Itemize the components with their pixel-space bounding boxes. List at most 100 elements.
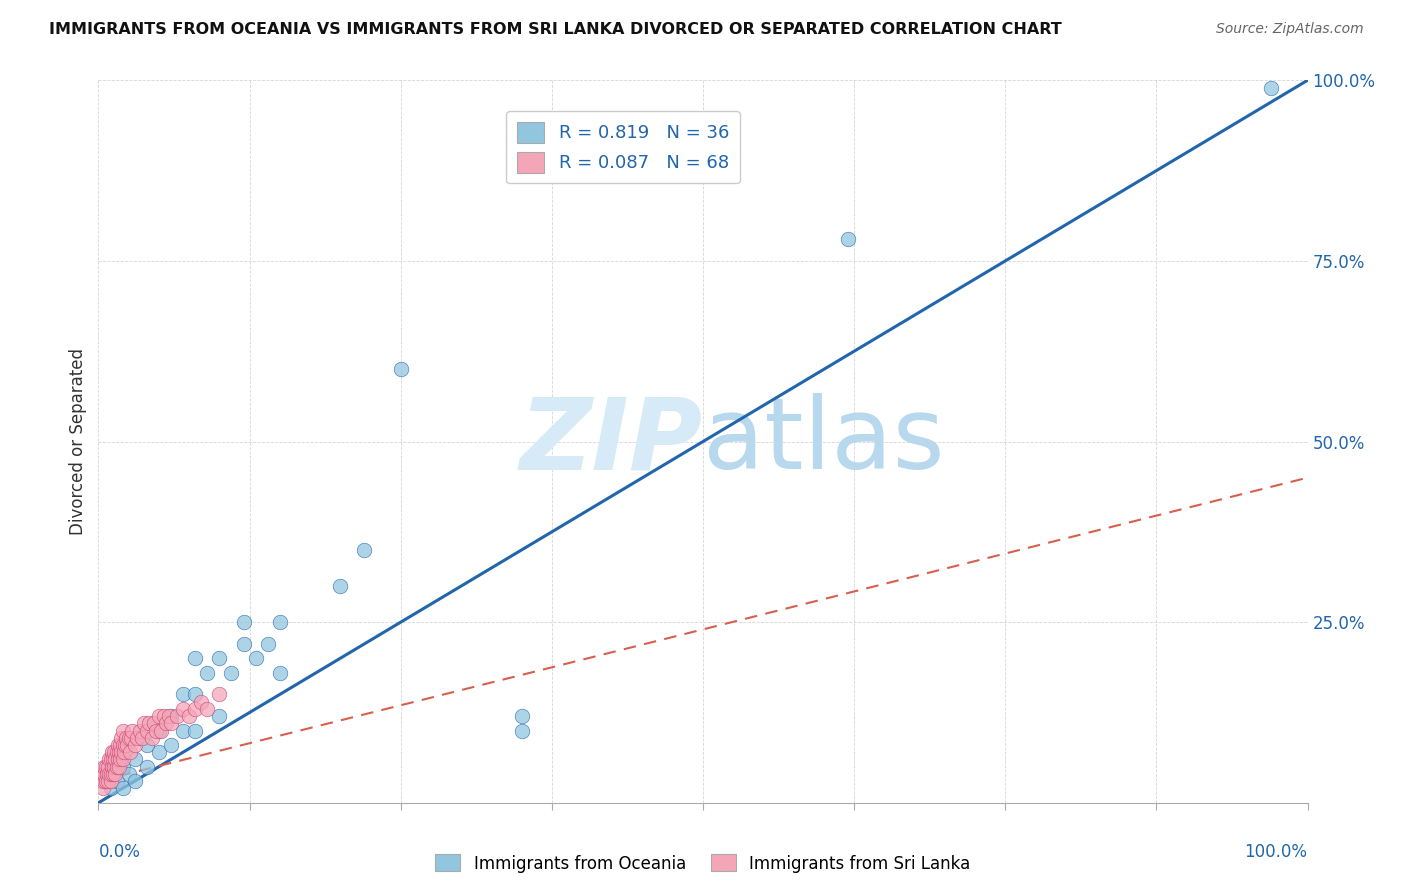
Point [103, 745, 125, 759]
Point [98, 752, 121, 766]
Point [389, 362, 412, 376]
Point [104, 752, 127, 766]
Point [98, 767, 121, 781]
Point [105, 760, 128, 774]
Point [118, 745, 141, 759]
Point [160, 709, 183, 723]
Point [1260, 80, 1282, 95]
Point [118, 767, 141, 781]
Point [245, 651, 267, 665]
Point [100, 774, 122, 789]
Point [105, 745, 128, 759]
Point [150, 723, 173, 738]
Y-axis label: Divorced or Separated: Divorced or Separated [69, 348, 87, 535]
Point [94, 774, 117, 789]
Point [172, 702, 194, 716]
Point [184, 723, 207, 738]
Point [93, 774, 115, 789]
Point [353, 542, 375, 557]
Point [208, 687, 231, 701]
Point [141, 731, 163, 745]
Point [101, 752, 124, 766]
Point [110, 731, 132, 745]
Point [93, 767, 115, 781]
Point [100, 745, 122, 759]
Point [108, 738, 131, 752]
Point [107, 752, 129, 766]
Point [160, 738, 183, 752]
Point [134, 716, 156, 731]
Point [124, 774, 146, 789]
Point [148, 745, 170, 759]
Text: 100.0%: 100.0% [1244, 843, 1308, 861]
Point [184, 651, 207, 665]
Point [135, 738, 157, 752]
Point [105, 774, 128, 789]
Point [152, 709, 174, 723]
Point [111, 781, 134, 796]
Point [100, 752, 122, 766]
Point [124, 752, 146, 766]
Point [172, 723, 194, 738]
Point [195, 665, 218, 680]
Point [108, 745, 131, 759]
Point [131, 731, 153, 745]
Point [837, 232, 859, 246]
Point [121, 723, 143, 738]
Point [111, 723, 134, 738]
Point [145, 723, 167, 738]
Point [221, 665, 243, 680]
Point [114, 738, 136, 752]
Point [166, 709, 188, 723]
Point [100, 767, 122, 781]
Point [190, 695, 212, 709]
Point [128, 723, 150, 738]
Point [135, 760, 157, 774]
Point [124, 738, 146, 752]
Point [510, 723, 533, 738]
Point [108, 752, 131, 766]
Point [104, 767, 127, 781]
Point [269, 665, 291, 680]
Point [91, 774, 114, 789]
Point [115, 731, 138, 745]
Point [111, 760, 134, 774]
Point [100, 781, 122, 796]
Point [157, 709, 180, 723]
Point [111, 738, 134, 752]
Point [184, 702, 207, 716]
Point [208, 651, 231, 665]
Text: Source: ZipAtlas.com: Source: ZipAtlas.com [1216, 22, 1364, 37]
Point [97, 760, 120, 774]
Point [110, 745, 132, 759]
Legend: R = 0.819   N = 36, R = 0.087   N = 68: R = 0.819 N = 36, R = 0.087 N = 68 [506, 111, 740, 184]
Point [172, 687, 194, 701]
Point [100, 767, 122, 781]
Point [148, 723, 170, 738]
Text: atlas: atlas [703, 393, 945, 490]
Point [232, 615, 254, 630]
Point [195, 702, 218, 716]
Point [100, 760, 122, 774]
Point [143, 716, 166, 731]
Point [256, 637, 278, 651]
Point [117, 738, 139, 752]
Point [101, 767, 124, 781]
Point [138, 716, 160, 731]
Text: 0.0%: 0.0% [98, 843, 141, 861]
Point [510, 709, 533, 723]
Point [120, 731, 142, 745]
Point [135, 723, 157, 738]
Point [111, 752, 134, 766]
Point [94, 760, 117, 774]
Point [97, 774, 120, 789]
Point [155, 716, 177, 731]
Point [160, 716, 183, 731]
Point [108, 760, 131, 774]
Point [208, 709, 231, 723]
Point [93, 760, 115, 774]
Point [329, 579, 352, 593]
Point [103, 760, 125, 774]
Point [184, 687, 207, 701]
Text: IMMIGRANTS FROM OCEANIA VS IMMIGRANTS FROM SRI LANKA DIVORCED OR SEPARATED CORRE: IMMIGRANTS FROM OCEANIA VS IMMIGRANTS FR… [49, 22, 1062, 37]
